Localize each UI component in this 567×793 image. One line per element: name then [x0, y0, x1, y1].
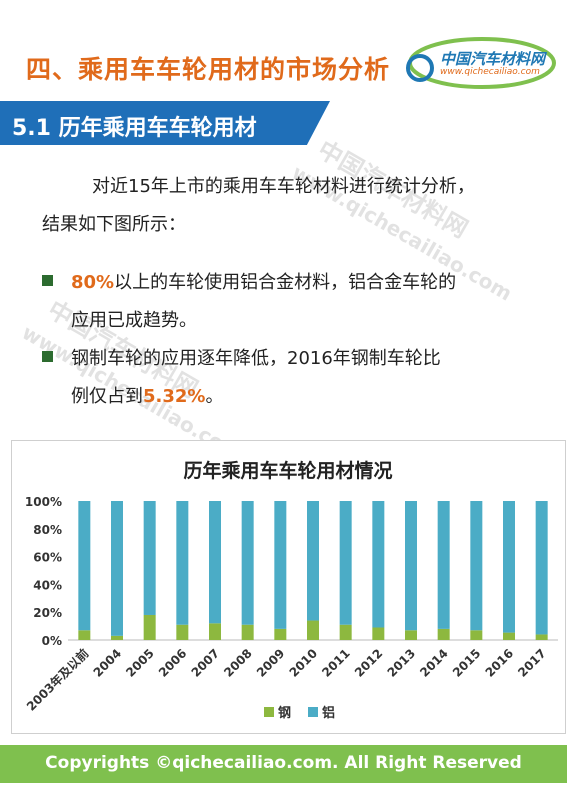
bullet-item: 钢制车轮的应用逐年降低，2016年钢制车轮比 例仅占到5.32%。 — [42, 340, 542, 416]
bar-segment-钢 — [78, 630, 91, 640]
bar-segment-钢 — [274, 628, 287, 640]
chart-container: 历年乘用车车轮用材情况 0% 20% 40% 60% 80% 100% 2003年及以前 200… — [11, 440, 566, 734]
x-tick-label: 2008 — [221, 646, 255, 680]
bar-segment-钢 — [405, 630, 417, 640]
square-bullet-icon — [42, 275, 53, 286]
bar-segment-钢 — [372, 627, 385, 640]
legend-swatch — [264, 707, 274, 717]
square-bullet-icon — [42, 351, 53, 362]
logo-url: www.qichecailiao.com — [440, 67, 540, 77]
bullet-highlight: 5.32% — [143, 386, 206, 407]
x-tick-label: 2010 — [287, 646, 321, 680]
bullet-text-cont: 应用已成趋势。 — [71, 310, 197, 331]
bar-segment-钢 — [143, 614, 156, 640]
section-header: 5.1 历年乘用车车轮用材 — [0, 101, 330, 145]
bar-segment-钢 — [470, 630, 483, 640]
footer-copyright: Copyrights ©qichecailiao.com. All Right … — [45, 753, 522, 773]
bar-segment-钢 — [176, 624, 189, 640]
x-tick-label: 2005 — [123, 646, 157, 680]
logo-swoosh-icon — [406, 37, 556, 89]
x-tick-label: 2006 — [156, 646, 190, 680]
site-logo[interactable]: 中国汽车材料网 www.qichecailiao.com — [404, 34, 556, 92]
bar-segment-铝 — [437, 501, 450, 629]
bar-segment-钢 — [437, 628, 450, 640]
x-tick-label: 2004 — [91, 646, 125, 680]
bullet-highlight: 80% — [71, 272, 115, 293]
x-tick-label: 2012 — [352, 646, 386, 680]
bar-segment-铝 — [111, 501, 123, 636]
y-tick-label: 40% — [33, 578, 62, 592]
x-tick-label: 2011 — [319, 646, 353, 680]
legend-label: 铝 — [322, 705, 335, 721]
bar-segment-铝 — [405, 501, 417, 631]
x-tick-label: 2009 — [254, 646, 288, 680]
bar-segment-钢 — [307, 620, 319, 640]
bar-segment-铝 — [176, 501, 189, 625]
bar-segment-钢 — [111, 635, 123, 640]
bar-segment-钢 — [503, 632, 515, 640]
x-tick-label: 2017 — [515, 646, 549, 680]
y-tick-label: 80% — [33, 523, 62, 537]
bar-segment-铝 — [372, 501, 385, 628]
x-tick-label: 2014 — [417, 646, 451, 680]
bullet-text: 以上的车轮使用铝合金材料，铝合金车轮的 — [114, 272, 457, 293]
bar-segment-铝 — [241, 501, 254, 625]
bar-segment-铝 — [470, 501, 483, 631]
section-title: 5.1 历年乘用车车轮用材 — [12, 116, 257, 141]
x-tick-label: 2016 — [483, 646, 517, 680]
x-tick-label: 2003年及以前 — [23, 646, 91, 714]
y-tick-label: 100% — [25, 495, 62, 509]
y-tick-label: 0% — [42, 634, 62, 648]
intro-line-2: 结果如下图所示： — [42, 214, 186, 235]
legend-swatch — [308, 707, 318, 717]
bar-segment-铝 — [307, 501, 319, 621]
bullet-text: 钢制车轮的应用逐年降低，2016年钢制车轮比 — [71, 348, 441, 369]
bar-segment-铝 — [209, 501, 221, 624]
bar-segment-铝 — [274, 501, 287, 629]
bar-segment-铝 — [503, 501, 515, 633]
bar-segment-铝 — [143, 501, 156, 615]
logo-text: 中国汽车材料网 — [440, 50, 546, 68]
x-tick-label: 2013 — [385, 646, 419, 680]
bar-segment-钢 — [209, 623, 221, 640]
page-title: 四、乘用车车轮用材的市场分析 — [26, 55, 391, 84]
bar-segment-铝 — [535, 501, 548, 635]
bar-segment-铝 — [78, 501, 91, 631]
y-tick-label: 20% — [33, 606, 62, 620]
bar-segment-钢 — [535, 634, 548, 640]
bullet-item: 80%以上的车轮使用铝合金材料，铝合金车轮的 应用已成趋势。 — [42, 264, 542, 340]
legend-label: 钢 — [278, 705, 291, 721]
bar-segment-钢 — [339, 624, 352, 640]
bullet-text-end: 。 — [205, 386, 224, 407]
intro-paragraph: 对近15年上市的乘用车车轮材料进行统计分析， 结果如下图所示： — [42, 168, 542, 244]
bullet-text-cont: 例仅占到 — [71, 386, 143, 407]
y-tick-label: 60% — [33, 551, 62, 565]
bar-segment-铝 — [339, 501, 352, 625]
chart-title: 历年乘用车车轮用材情况 — [183, 459, 392, 482]
footer: Copyrights ©qichecailiao.com. All Right … — [0, 745, 567, 783]
x-tick-label: 2007 — [189, 646, 223, 680]
bar-segment-钢 — [241, 624, 254, 640]
x-tick-label: 2015 — [450, 646, 484, 680]
intro-line-1: 对近15年上市的乘用车车轮材料进行统计分析， — [92, 176, 475, 197]
